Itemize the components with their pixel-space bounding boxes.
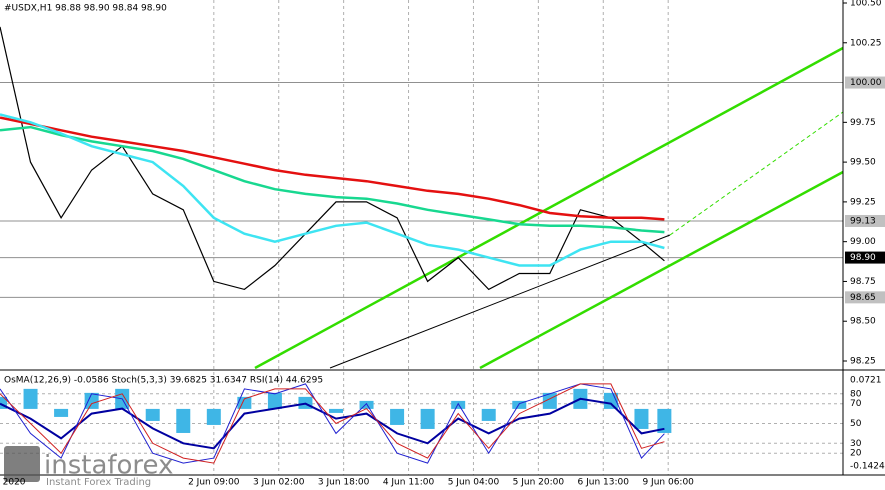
series-line — [0, 125, 665, 234]
osma-bar — [481, 408, 496, 421]
channel-upper — [254, 46, 844, 370]
x-tick-label: 6 Jun 13:00 — [578, 478, 630, 488]
y-tick-label: 99.25 — [850, 197, 876, 207]
grid-layer — [0, 0, 847, 475]
x-tick-label: 29 May 2020 — [0, 478, 26, 488]
watermark-tagline: Instant Forex Trading — [46, 477, 151, 488]
osma-bar — [634, 408, 649, 429]
series-line — [0, 116, 665, 221]
y-tick-label: 98.25 — [850, 357, 876, 367]
y-tick-label: 98.50 — [850, 317, 876, 327]
x-tick-label: 4 Jun 11:00 — [383, 478, 435, 488]
y-tick-label: 99.50 — [850, 158, 876, 168]
level-label: 100.00 — [850, 78, 882, 88]
osma-bar — [206, 408, 221, 425]
y-tick-label: 99.00 — [850, 237, 876, 247]
osma-bar — [451, 400, 466, 409]
series-line — [0, 383, 665, 464]
osma-bar — [359, 400, 374, 409]
osma-bar — [0, 396, 7, 409]
series-line — [0, 113, 665, 267]
chart-title: #USDX,H1 98.88 98.90 98.84 98.90 — [4, 4, 167, 14]
level-box — [845, 76, 885, 89]
series-line — [0, 397, 665, 450]
trend-extension — [669, 111, 844, 236]
x-tick-label: 9 Jun 06:00 — [642, 478, 694, 488]
osma-bar — [390, 408, 405, 425]
osma-bar — [512, 400, 527, 409]
y-tick-label: 98.75 — [850, 277, 876, 287]
osc-y2-tick-label: 50 — [850, 419, 862, 429]
osc-y2-tick-label: 70 — [850, 399, 862, 409]
level-layer — [0, 82, 843, 298]
osc-y2-tick-label: 80 — [850, 389, 862, 399]
trend-line — [329, 234, 671, 369]
series-line — [0, 26, 665, 291]
osma-bar — [420, 408, 435, 429]
x-tick-label: 5 Jun 20:00 — [513, 478, 565, 488]
osma-bar — [176, 408, 191, 433]
level-label: 98.65 — [850, 293, 876, 303]
osma-bar — [84, 392, 99, 409]
watermark: instaforex Instant Forex Trading — [4, 446, 173, 488]
x-tick-label: 5 Jun 04:00 — [448, 478, 500, 488]
channel-lower — [479, 170, 844, 370]
x-tick-label: 3 Jun 18:00 — [318, 478, 370, 488]
y-tick-label: 100.50 — [850, 0, 882, 9]
osma-bar — [23, 388, 38, 409]
watermark-brand: instaforex — [44, 451, 173, 481]
osma-bar — [329, 408, 343, 413]
osc-tick-label: -0.1424 — [850, 462, 885, 472]
mark-layer — [0, 26, 672, 464]
osc-y2-tick-label: 30 — [850, 439, 862, 449]
x-tick-label: 2 Jun 09:00 — [188, 478, 240, 488]
watermark-logo — [4, 446, 40, 482]
level-box — [845, 214, 885, 227]
level-box — [845, 291, 885, 304]
indicator-title: OsMA(12,26,9) -0.0586 Stoch(5,3,3) 39.68… — [4, 376, 323, 386]
osma-bar — [657, 408, 672, 433]
osma-bar — [267, 392, 282, 409]
level-label: 98.90 — [850, 253, 876, 263]
osc-y2-tick-label: 20 — [850, 449, 862, 459]
x-tick-label: 3 Jun 02:00 — [253, 478, 305, 488]
osma-bar — [54, 408, 69, 417]
level-box — [845, 251, 885, 264]
y-tick-label: 99.75 — [850, 118, 876, 128]
osma-bar — [145, 408, 160, 421]
osc-tick-label: 0.0721 — [850, 376, 882, 386]
level-label: 99.13 — [850, 216, 876, 226]
y-tick-label: 100.25 — [850, 38, 882, 48]
